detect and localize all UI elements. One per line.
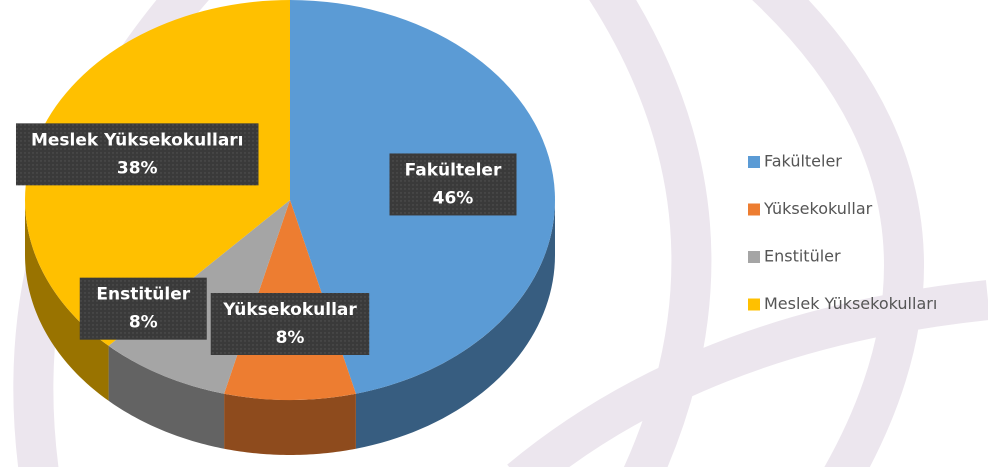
legend: Fakülteler Yüksekokullar Enstitüler Meslek … [748, 152, 937, 313]
label-value: 46% [433, 188, 474, 208]
slice-side [25, 200, 109, 401]
legend-swatch [748, 298, 760, 311]
legend-label: Yüksekokullar [763, 199, 873, 218]
legend-label: Enstitüler [764, 247, 841, 266]
label-box [79, 277, 207, 340]
legend-label: Meslek Yüksekokulları [764, 294, 937, 313]
label-value: 38% [117, 158, 158, 178]
label-box [389, 153, 517, 216]
label-category: Fakülteler [405, 160, 502, 180]
legend-swatch [748, 156, 760, 168]
label-category: Enstitüler [96, 285, 190, 305]
label-value: 8% [276, 328, 305, 348]
pie [25, 0, 556, 455]
slice-side [224, 393, 356, 455]
label-value: 8% [129, 313, 158, 333]
label-category: Yüksekokullar [222, 300, 357, 320]
label-box [15, 123, 259, 186]
label-box [210, 293, 370, 355]
slice-side [355, 200, 555, 449]
legend-label: Fakülteler [764, 152, 842, 171]
label-category: Meslek Yüksekokulları [31, 130, 244, 150]
slice-side [108, 345, 225, 449]
legend-swatch [748, 203, 760, 216]
data-labels: Fakülteler 46% Yüksekokullar 8% Enstitüler 8%… [15, 123, 517, 355]
legend-swatch [748, 251, 760, 263]
